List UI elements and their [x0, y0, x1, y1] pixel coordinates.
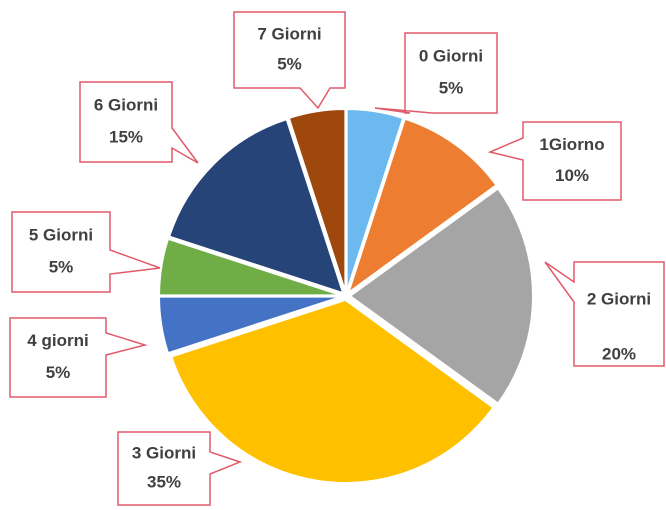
slice-label: 7 Giorni [257, 24, 321, 43]
callout [11, 211, 161, 293]
slice-label: 4 giorni [27, 331, 88, 350]
slice-label: 0 Giorni [419, 46, 483, 65]
slice-label: 5 Giorni [29, 225, 93, 244]
slice-value-label: 10% [555, 166, 589, 185]
slice-value-label: 5% [439, 78, 464, 97]
slice-label: 3 Giorni [132, 443, 196, 462]
slice-label: 1Giorno [539, 135, 604, 154]
slice-value-label: 35% [147, 473, 181, 492]
pie-slice [167, 117, 345, 295]
pie-slice [158, 237, 343, 297]
pie-slice [346, 117, 498, 296]
pie-slice [158, 295, 343, 355]
callout [233, 11, 346, 110]
slice-label: 6 Giorni [94, 95, 158, 114]
callout [487, 121, 622, 201]
slice-value-label: 15% [109, 127, 143, 146]
pie-slice [287, 108, 347, 293]
callout [79, 81, 199, 164]
callout [117, 431, 243, 506]
slice-value-label: 20% [602, 344, 636, 363]
slice-label: 2 Giorni [587, 289, 651, 308]
pie-slice [345, 108, 405, 293]
callout [544, 261, 665, 367]
callout [9, 317, 148, 398]
pie-slice [348, 187, 534, 405]
slice-value-label: 5% [277, 55, 302, 74]
slice-value-label: 5% [49, 257, 74, 276]
pie-slice [170, 298, 495, 484]
callout [374, 32, 498, 114]
slice-value-label: 5% [46, 363, 71, 382]
